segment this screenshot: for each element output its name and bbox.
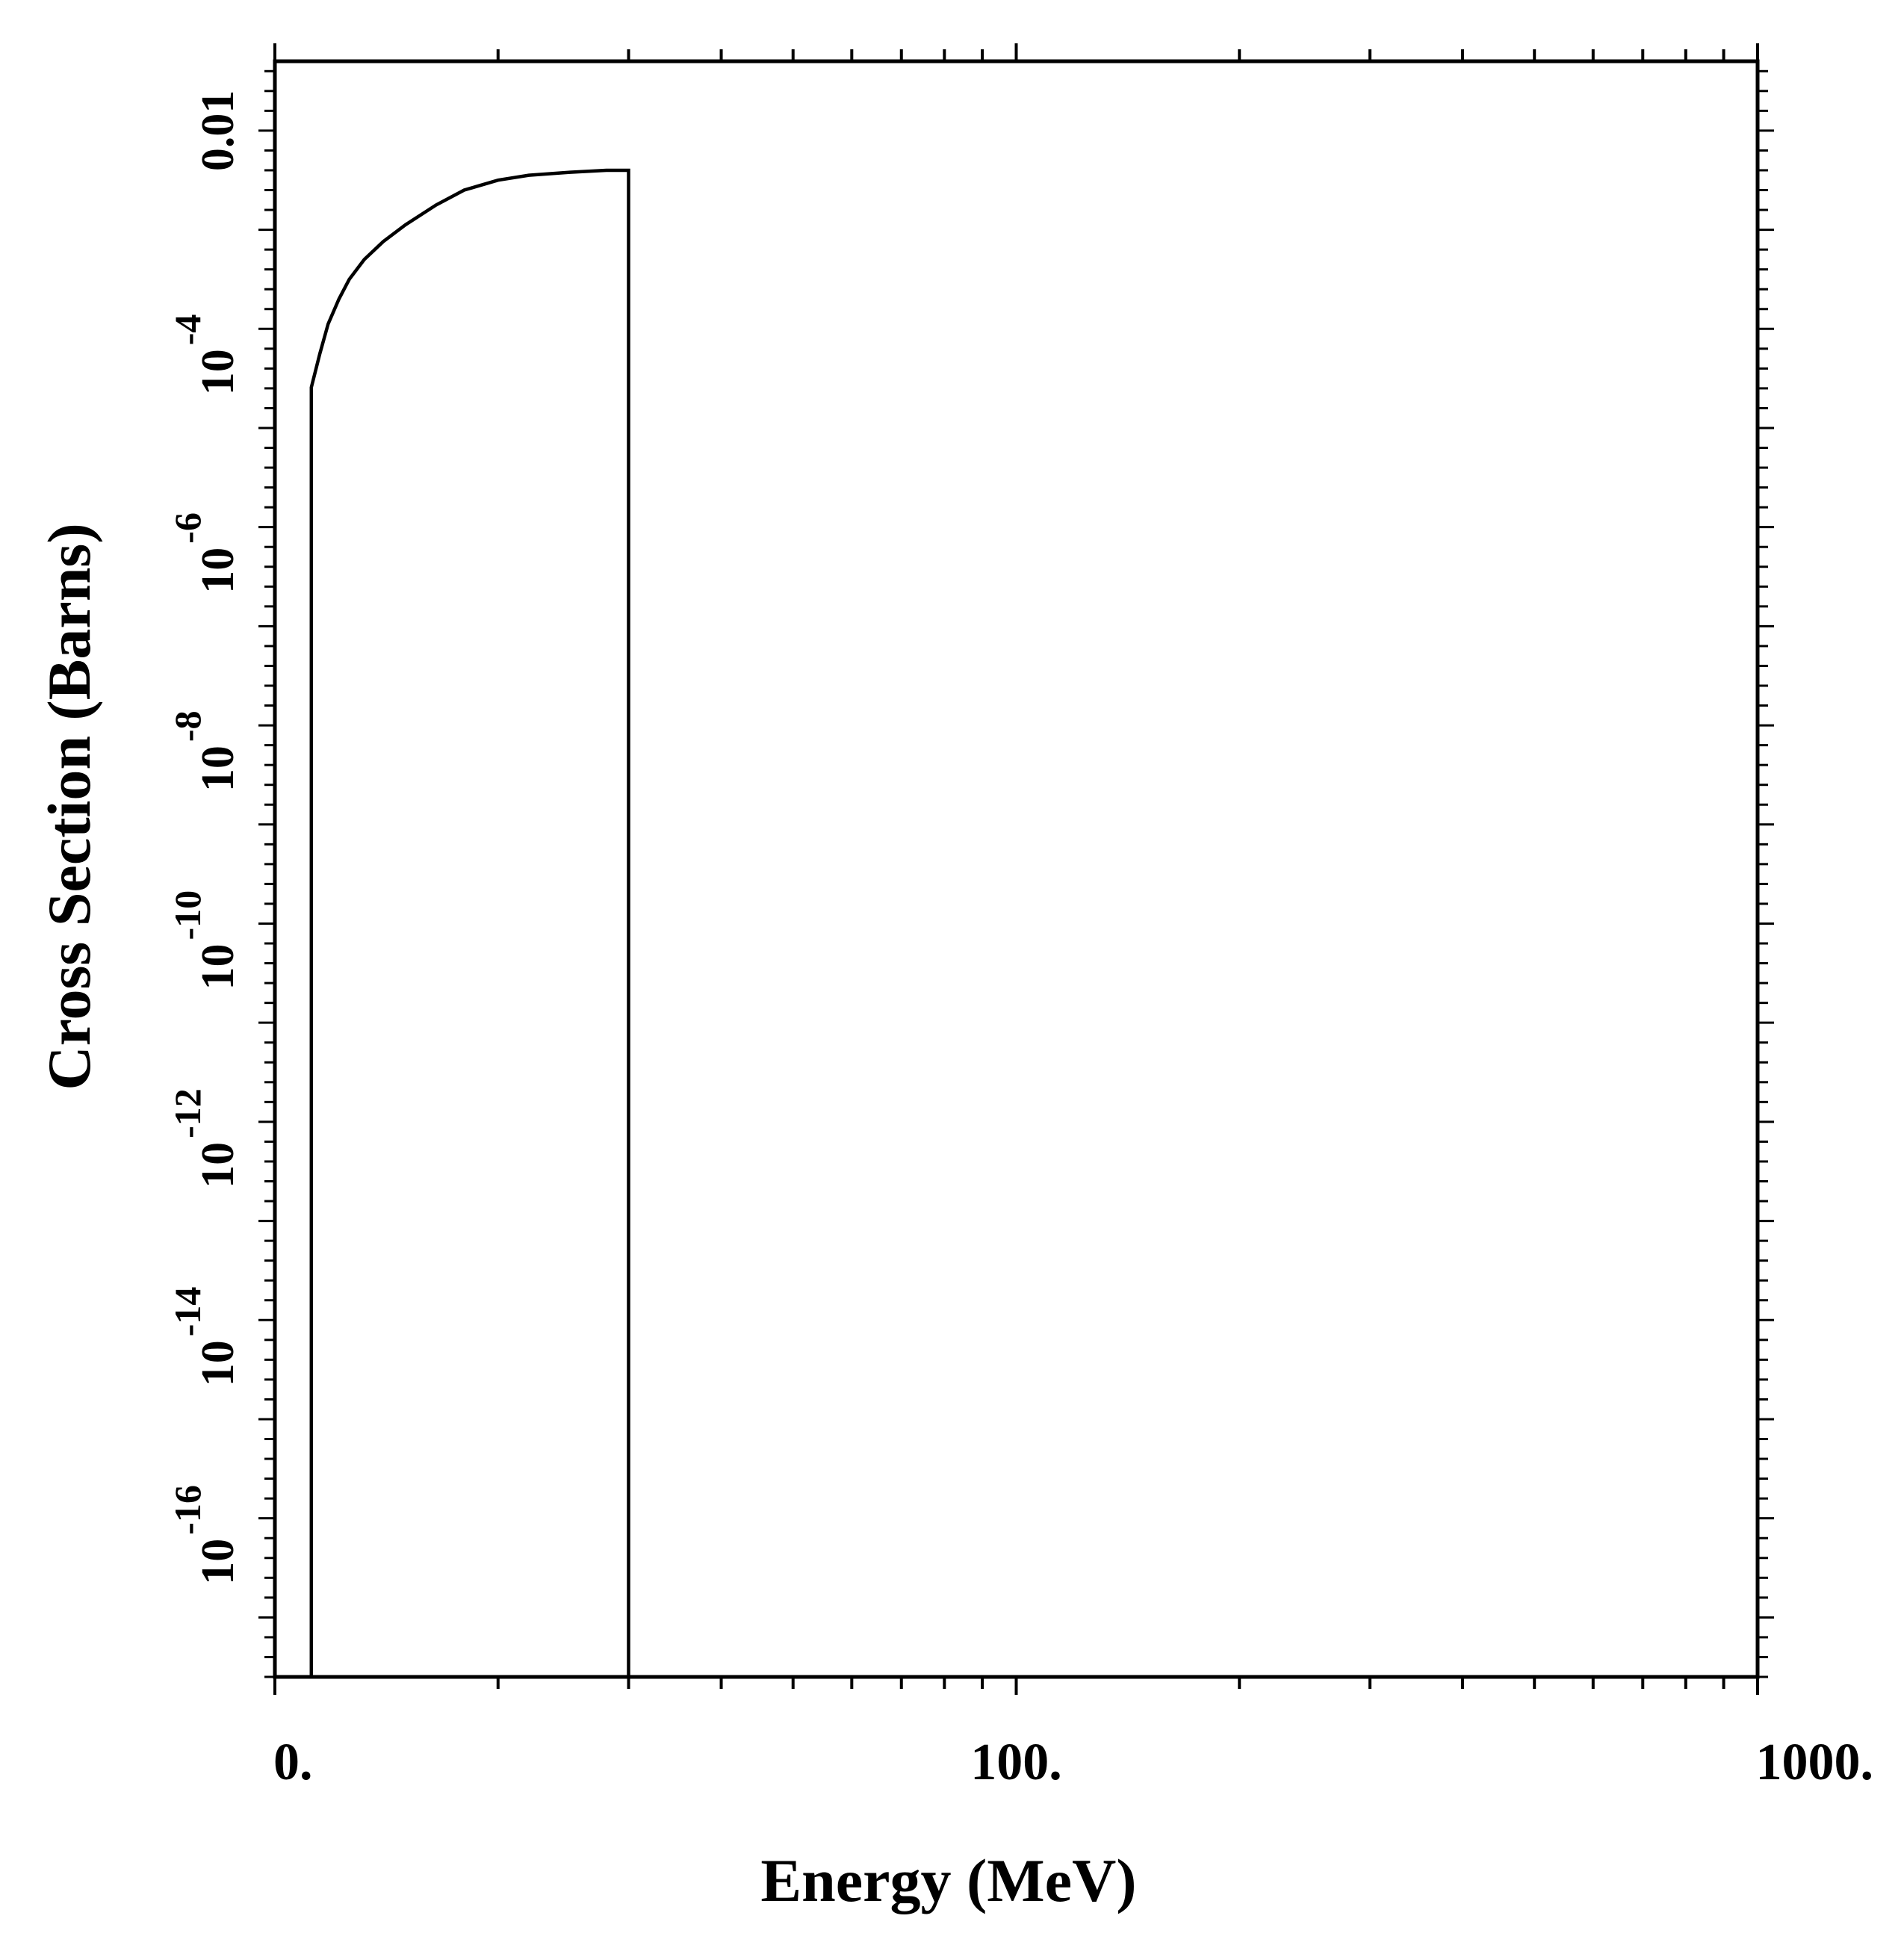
- y-tick-label: 0.01: [193, 90, 244, 172]
- series-line: [309, 168, 630, 1677]
- y-tick-exponent: -10: [167, 890, 208, 940]
- y-tick-label: 10-8: [167, 710, 244, 792]
- y-tick-base: 10: [193, 548, 244, 594]
- y-tick-base: 10: [193, 1142, 244, 1188]
- y-tick-base: 10: [193, 1539, 244, 1585]
- y-tick-label: 10-12: [167, 1088, 244, 1188]
- y-tick-label: 10-16: [167, 1485, 244, 1585]
- axis-ticks: [258, 43, 1774, 1695]
- y-tick-exponent: -6: [167, 512, 208, 544]
- y-tick-exponent: -14: [167, 1287, 208, 1337]
- x-tick-label: 1000.: [1756, 1734, 1874, 1791]
- y-tick-label: 10-14: [167, 1287, 244, 1387]
- y-axis-title: Cross Section (Barns): [35, 523, 103, 1090]
- y-tick-exponent: -16: [167, 1485, 208, 1535]
- plot-frame: [273, 59, 1760, 1679]
- y-tick-base: 10: [193, 944, 244, 990]
- y-tick-exponent: -4: [167, 314, 208, 346]
- y-tick-label: 10-4: [167, 314, 244, 396]
- y-tick-base: 10: [193, 1340, 244, 1386]
- y-tick-label: 10-10: [167, 890, 244, 990]
- y-tick-text: 0.01: [193, 90, 244, 172]
- x-tick-labels: 0. 100. 1000.: [273, 1734, 1873, 1791]
- y-tick-exponent: -8: [167, 710, 208, 742]
- x-tick-label: 0.: [273, 1734, 313, 1791]
- y-tick-exponent: -12: [167, 1088, 208, 1138]
- x-axis-title: Energy (MeV): [760, 1846, 1136, 1914]
- x-tick-label: 100.: [970, 1734, 1062, 1791]
- y-tick-base: 10: [193, 349, 244, 395]
- y-tick-label: 10-6: [167, 512, 244, 594]
- y-tick-base: 10: [193, 745, 244, 792]
